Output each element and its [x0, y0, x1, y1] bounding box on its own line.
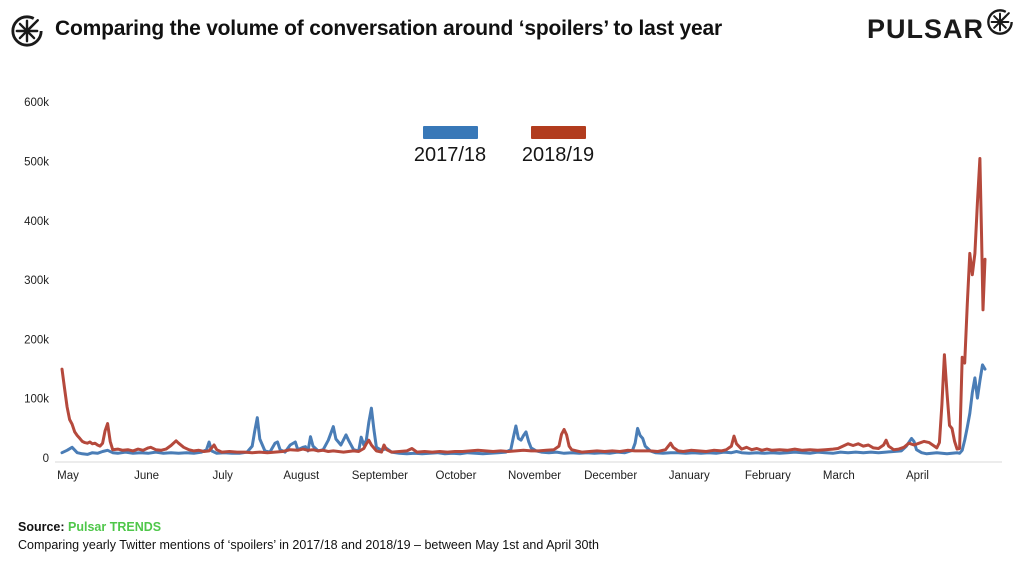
legend-swatch-2017-18	[422, 126, 478, 139]
legend-label-2017-18: 2017/18	[413, 144, 487, 166]
x-axis-label: January	[669, 470, 710, 482]
source-value-link[interactable]: Pulsar TRENDS	[68, 520, 162, 534]
y-axis-label: 100k	[24, 394, 49, 406]
series-line-2018-19	[60, 157, 987, 455]
legend-swatch-2018-19	[530, 126, 586, 139]
x-axis-label: August	[283, 470, 320, 482]
x-axis-label: March	[823, 470, 855, 482]
x-axis-label: February	[745, 470, 791, 482]
chart-legend: 2017/18 2018/19	[411, 126, 597, 167]
chart-caption: Comparing yearly Twitter mentions of ‘sp…	[18, 537, 599, 552]
series-line-2017-18	[60, 363, 987, 456]
x-axis-label: May	[57, 470, 79, 482]
x-axis-label: July	[212, 470, 233, 482]
legend-label-2018-19: 2018/19	[521, 144, 595, 166]
y-axis-label: 0	[43, 453, 49, 465]
legend-item-2018-19: 2018/19	[519, 126, 597, 167]
y-axis-label: 200k	[24, 334, 49, 346]
pulsar-logo-asterisk-icon	[986, 8, 1014, 36]
source-line: Source: Pulsar TRENDS	[18, 520, 599, 536]
x-axis-label: November	[508, 470, 561, 482]
y-axis-label: 500k	[24, 157, 49, 169]
x-axis-label: September	[352, 470, 408, 482]
y-axis-label: 300k	[24, 275, 49, 287]
x-axis-label: December	[584, 470, 637, 482]
y-axis-label: 600k	[24, 97, 49, 109]
page-title: Comparing the volume of conversation aro…	[55, 17, 722, 40]
pulsar-wordmark: PULSAR	[866, 14, 984, 44]
x-axis-label: April	[906, 470, 929, 482]
pulsar-logo: PULSAR	[866, 9, 1014, 46]
x-axis-label: June	[134, 470, 159, 482]
pulsar-asterisk-icon	[10, 14, 44, 48]
chart-footer: Source: Pulsar TRENDS Comparing yearly T…	[18, 520, 599, 553]
y-axis-label: 400k	[24, 216, 49, 228]
x-axis-label: October	[436, 470, 477, 482]
legend-item-2017-18: 2017/18	[411, 126, 489, 167]
source-label: Source:	[18, 520, 65, 534]
